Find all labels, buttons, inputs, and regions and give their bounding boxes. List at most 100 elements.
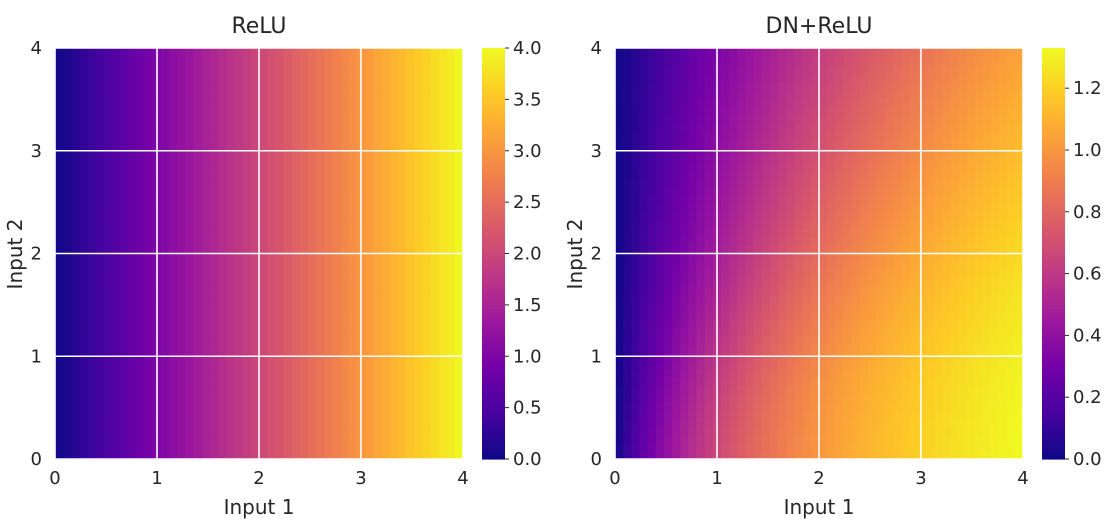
heatmap-cell	[819, 220, 828, 230]
heatmap-cell	[974, 426, 983, 435]
heatmap-cell	[933, 426, 942, 435]
heatmap-cell	[381, 163, 391, 172]
heatmap-cell	[177, 220, 187, 230]
heatmap-cell	[324, 163, 334, 172]
heatmap-cell	[381, 171, 391, 181]
heatmap-cell	[974, 286, 983, 296]
heatmap-cell	[672, 434, 681, 444]
heatmap-cell	[908, 89, 918, 98]
heatmap-cell	[753, 253, 763, 263]
heatmap-cell	[169, 401, 178, 411]
heatmap-cell	[663, 105, 673, 115]
heatmap-cell	[299, 237, 309, 246]
heatmap-cell	[316, 327, 325, 337]
heatmap-cell	[389, 113, 399, 123]
heatmap-cell	[827, 294, 836, 304]
heatmap-cell	[655, 72, 665, 82]
heatmap-cell	[389, 442, 399, 452]
heatmap-cell	[63, 327, 72, 337]
heatmap-cell	[169, 393, 178, 403]
heatmap-cell	[908, 261, 918, 271]
heatmap-cell	[299, 401, 309, 411]
heatmap-cell	[810, 179, 820, 189]
heatmap-cell	[193, 327, 203, 337]
heatmap-cell	[438, 105, 448, 115]
heatmap-cell	[161, 97, 170, 107]
heatmap-cell	[737, 253, 747, 263]
heatmap-cell	[623, 294, 632, 304]
heatmap-cell	[87, 335, 97, 345]
heatmap-cell	[177, 278, 187, 287]
heatmap-cell	[103, 294, 113, 304]
heatmap-cell	[185, 204, 195, 213]
heatmap-cell	[729, 48, 738, 57]
heatmap-cell	[291, 163, 301, 172]
heatmap-cell	[770, 311, 779, 320]
heatmap-cell	[210, 385, 219, 394]
heatmap-cell	[990, 237, 1000, 246]
heatmap-cell	[761, 80, 771, 90]
heatmap-cell	[810, 401, 820, 411]
heatmap-cell	[161, 343, 170, 353]
heatmap-cell	[201, 376, 211, 386]
heatmap-cell	[941, 442, 951, 452]
heatmap-cell	[835, 204, 845, 213]
heatmap-cell	[389, 80, 399, 90]
heatmap-cell	[348, 368, 358, 378]
heatmap-cell	[761, 245, 771, 255]
heatmap-cell	[234, 385, 244, 394]
heatmap-cell	[900, 360, 910, 370]
heatmap-cell	[193, 393, 203, 403]
heatmap-cell	[696, 261, 706, 271]
heatmap-cell	[438, 319, 448, 329]
heatmap-cell	[259, 64, 268, 74]
heatmap-cell	[267, 311, 276, 320]
colorbar-segment	[482, 345, 505, 350]
heatmap-cell	[843, 80, 853, 90]
heatmap-cell	[381, 228, 391, 238]
heatmap-cell	[786, 245, 796, 255]
heatmap-cell	[941, 302, 951, 312]
heatmap-cell	[663, 228, 673, 238]
heatmap-cell	[112, 163, 121, 172]
heatmap-cell	[729, 80, 738, 90]
heatmap-cell	[745, 253, 755, 263]
heatmap-cell	[283, 261, 293, 271]
heatmap-cell	[949, 261, 959, 271]
heatmap-cell	[941, 253, 951, 263]
heatmap-cell	[169, 450, 178, 460]
heatmap-cell	[389, 327, 399, 337]
heatmap-cell	[103, 409, 113, 419]
heatmap-cell	[340, 253, 350, 263]
colorbar-segment	[482, 133, 505, 138]
heatmap-cell	[177, 393, 187, 403]
colorbar-segment	[482, 342, 505, 347]
heatmap-cell	[867, 48, 877, 57]
heatmap-cell	[672, 278, 681, 287]
heatmap-cell	[680, 171, 690, 181]
heatmap-cell	[655, 417, 665, 427]
heatmap-cell	[778, 253, 787, 263]
heatmap-cell	[128, 450, 138, 460]
heatmap-cell	[275, 409, 285, 419]
heatmap-cell	[647, 286, 657, 296]
heatmap-cell	[908, 278, 918, 287]
heatmap-cell	[631, 171, 641, 181]
heatmap-cell	[316, 154, 325, 164]
heatmap-cell	[259, 72, 268, 82]
heatmap-cell	[446, 393, 456, 403]
colorbar-segment	[482, 304, 505, 309]
heatmap-cell	[316, 426, 325, 435]
heatmap-cell	[957, 56, 967, 66]
heatmap-cell	[250, 253, 260, 263]
heatmap-cell	[112, 253, 121, 263]
heatmap-cell	[949, 97, 959, 107]
heatmap-cell	[283, 409, 293, 419]
heatmap-cell	[982, 426, 991, 435]
heatmap-cell	[965, 401, 975, 411]
heatmap-cell	[405, 163, 415, 172]
heatmap-cell	[324, 89, 334, 98]
heatmap-cell	[177, 417, 187, 427]
heatmap-cell	[177, 113, 187, 123]
